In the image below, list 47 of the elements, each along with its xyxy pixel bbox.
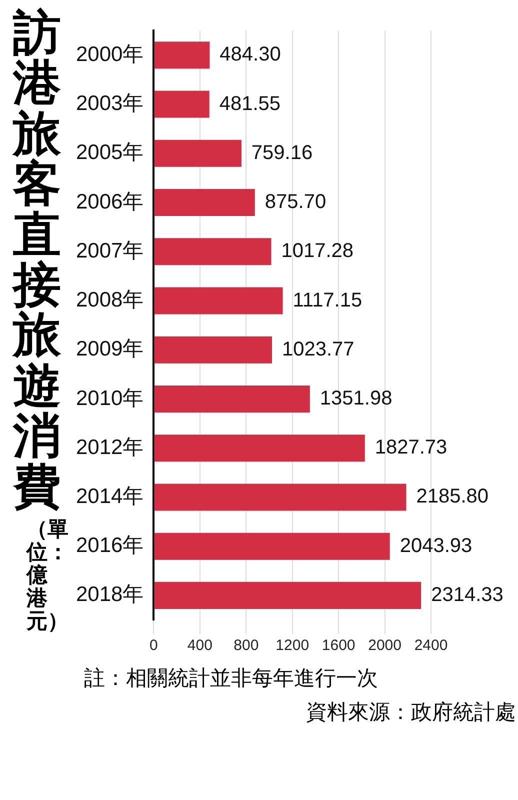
bar [154,42,210,69]
bar [154,532,390,560]
x-tick-label: 2000 [368,637,402,654]
x-tick-label: 1200 [276,637,310,654]
data-label: 2185.80 [416,486,489,508]
chart-title: 訪港旅客直接旅遊消費 [13,5,61,515]
x-tick-label: 0 [150,637,158,654]
data-label: 1117.15 [292,289,362,312]
y-tick-label: 2000年 [76,42,144,66]
data-label: 759.16 [251,142,313,164]
source-note: 資料來源：政府統計處 [305,699,516,726]
bar [154,385,310,412]
y-tick-label: 2006年 [76,190,144,214]
bar [154,140,242,167]
data-label: 484.30 [220,44,281,66]
y-tick-label: 2010年 [76,386,144,410]
y-tick-label: 2005年 [76,141,144,164]
y-tick-label: 2014年 [76,485,144,508]
bar [154,336,272,364]
data-label: 1351.98 [320,387,392,410]
x-tick-label: 1600 [322,637,356,654]
y-tick-label: 2018年 [76,583,144,606]
y-tick-label: 2003年 [76,92,144,116]
y-tick-label: 2012年 [76,436,144,459]
bar [154,484,406,511]
data-label: 481.55 [219,92,281,115]
y-tick-label: 2008年 [76,288,144,312]
data-label: 1017.28 [281,240,354,262]
bar [154,90,210,118]
data-label: 2314.33 [431,584,504,606]
x-tick-label: 2400 [414,637,448,654]
bar [154,434,365,462]
y-tick-label: 2007年 [76,239,144,262]
data-label: 1023.77 [282,338,354,360]
x-tick-label: 800 [234,637,259,654]
data-label: 875.70 [264,191,326,214]
data-label: 2043.93 [400,534,472,557]
y-tick-label: 2009年 [76,338,144,361]
y-tick-label: 2016年 [76,534,144,558]
text: 註：相關統計並非每年進行一次 [84,665,379,692]
bar [154,189,255,216]
data-label: 1827.73 [374,436,448,459]
bar [154,582,422,609]
bar [154,287,283,314]
text: （單位：億港元） [26,516,68,634]
bar [154,238,272,266]
x-tick-label: 400 [187,637,212,654]
